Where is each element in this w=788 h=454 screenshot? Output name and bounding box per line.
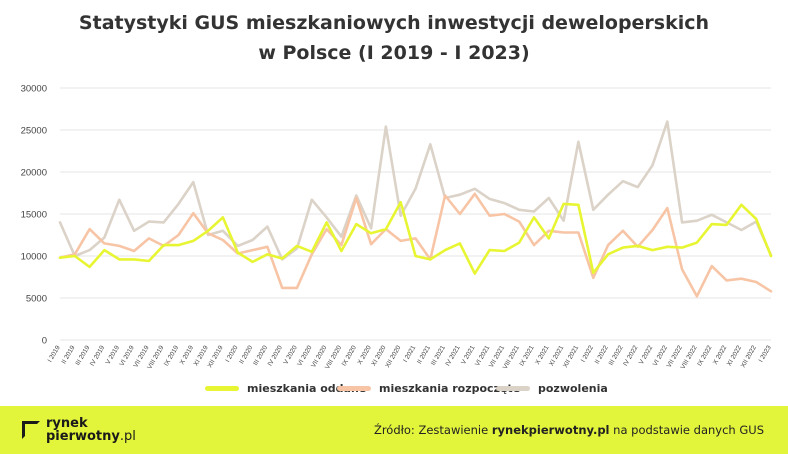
- x-tick-label: IV 2019: [89, 344, 106, 367]
- legend-label-rozpoczete: mieszkania rozpoczęte: [379, 382, 521, 395]
- x-tick-label: IX 2020: [341, 344, 358, 367]
- y-tick-label: 25000: [21, 126, 47, 137]
- chart-title-line2: w Polsce (I 2019 - I 2023): [258, 42, 530, 64]
- source-site: rynekpierwotny.pl: [491, 423, 610, 437]
- y-tick-label: 10000: [21, 252, 47, 263]
- chart-legend: mieszkania oddane mieszkania rozpoczęte …: [0, 382, 788, 398]
- y-tick-label: 20000: [21, 168, 47, 179]
- y-tick-label: 5000: [26, 294, 47, 305]
- footer-bar: rynek pierwotny.pl Źródło: Zestawienie r…: [0, 406, 788, 454]
- legend-item-rozpoczete: mieszkania rozpoczęte: [337, 382, 520, 395]
- x-tick-label: IX 2019: [163, 344, 180, 367]
- logo-mark-icon: [22, 421, 40, 439]
- x-tick-label: I 2021: [402, 344, 417, 363]
- brand-logo[interactable]: rynek pierwotny.pl: [22, 417, 136, 443]
- source-note: Źródło: Zestawienie rynekpierwotny.pl na…: [374, 423, 764, 437]
- logo-line2-rest: .pl: [119, 429, 136, 444]
- legend-item-oddane: mieszkania oddane: [205, 382, 366, 395]
- x-tick-label: I 2023: [758, 344, 773, 363]
- y-tick-label: 0: [42, 336, 47, 347]
- x-tick-label: IX 2021: [518, 344, 535, 367]
- legend-swatch-rozpoczete: [337, 386, 371, 391]
- legend-swatch-oddane: [205, 386, 239, 391]
- y-tick-label: 15000: [21, 210, 47, 221]
- series-line-1: [58, 192, 773, 298]
- legend-label-pozwolenia: pozwolenia: [538, 382, 608, 395]
- logo-line2-bold: pierwotny: [46, 429, 120, 444]
- legend-item-pozwolenia: pozwolenia: [496, 382, 608, 395]
- source-prefix: Źródło: Zestawienie: [373, 423, 492, 437]
- legend-swatch-pozwolenia: [496, 386, 530, 391]
- x-tick-label: IV 2021: [444, 344, 461, 367]
- source-suffix: na podstawie danych GUS: [609, 423, 764, 437]
- legend-label-oddane: mieszkania oddane: [247, 382, 367, 395]
- series-line-0: [58, 200, 773, 275]
- x-tick-label: IV 2022: [622, 344, 639, 367]
- series-line-2: [58, 120, 773, 261]
- logo-line1: rynek: [46, 416, 88, 431]
- x-tick-label: I 2022: [580, 344, 595, 363]
- chart-title-line1: Statystyki GUS mieszkaniowych inwestycji…: [78, 12, 710, 34]
- y-tick-label: 30000: [21, 84, 47, 95]
- x-tick-label: IX 2022: [696, 344, 713, 367]
- x-tick-label: I 2019: [47, 344, 62, 363]
- x-tick-label: I 2020: [224, 344, 239, 363]
- x-tick-label: IV 2020: [267, 344, 284, 367]
